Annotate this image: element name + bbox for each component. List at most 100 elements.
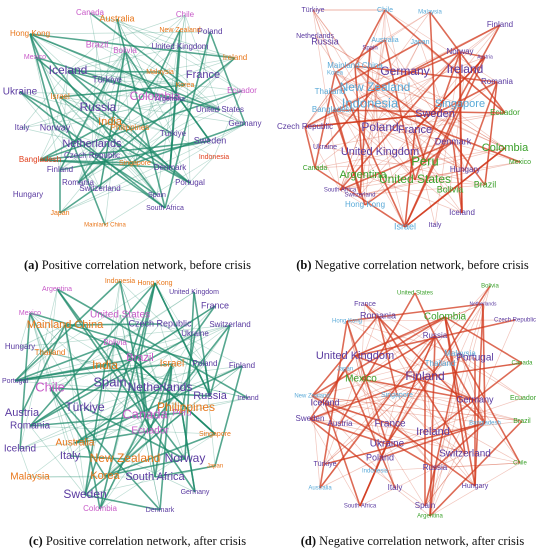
network-edge	[424, 376, 434, 433]
network-edge	[346, 315, 379, 322]
network-edge	[309, 418, 521, 464]
node-label: Portugal	[2, 378, 29, 385]
edges-d	[309, 285, 524, 517]
node-label: Mainland China	[327, 61, 383, 70]
node-label: Netherlands	[62, 138, 122, 150]
network-edge	[452, 141, 463, 214]
network-edge	[116, 18, 243, 92]
node-label: Bangladesh	[19, 155, 61, 164]
network-edge	[304, 91, 331, 128]
network-edge	[360, 335, 436, 380]
node-label: Brazil	[513, 418, 531, 425]
network-edge	[109, 280, 121, 384]
node-label: Germany	[229, 119, 262, 128]
network-edge	[29, 33, 56, 129]
caption-d: (d) Negative correlation network, after …	[275, 534, 550, 549]
network-edge	[67, 70, 243, 92]
network-edge	[154, 282, 211, 397]
node-label: United States	[90, 310, 150, 321]
network-edge	[309, 418, 376, 472]
network-edge	[312, 9, 381, 129]
network-edge	[129, 98, 171, 129]
network-edge	[429, 462, 521, 517]
node-label: Argentina	[42, 286, 72, 293]
network-edge	[482, 303, 486, 424]
network-edge	[459, 353, 486, 424]
network-edge	[424, 147, 506, 163]
network-edge	[334, 72, 506, 149]
network-panel-b: Türkiye Chile Malaysia Finland Netherlands Ru…	[275, 0, 550, 276]
network-edge	[124, 50, 156, 98]
network-edge	[309, 418, 434, 433]
node-label: Italy	[429, 222, 442, 229]
network-edge	[19, 324, 231, 348]
network-edge	[39, 121, 111, 161]
network-edge	[444, 316, 476, 487]
node-labels-c: Indonesia Hong Kong Argentina United Kingdo…	[2, 278, 259, 514]
node-label: Russia	[423, 331, 448, 340]
network-edge	[404, 103, 461, 228]
node-label: Türkiye	[92, 74, 122, 84]
node-label: Hungary	[13, 190, 43, 199]
network-edge	[29, 312, 151, 432]
node-label: Hong Kong	[332, 319, 362, 325]
node-label: Czech Republic	[64, 151, 120, 160]
node-label: Mexico	[509, 159, 531, 166]
network-edge	[59, 84, 186, 98]
network-edge	[89, 12, 186, 86]
network-edge	[424, 362, 523, 378]
network-edge	[324, 41, 336, 74]
node-label: Ukraine	[181, 329, 209, 338]
node-label: Singapore	[381, 392, 413, 399]
network-edge	[14, 363, 173, 382]
caption-text-a: Positive correlation network, before cri…	[41, 258, 252, 272]
caption-letter-a: (a)	[23, 258, 39, 272]
network-edge	[64, 324, 101, 510]
network-edge	[14, 342, 116, 382]
network-edge	[96, 44, 221, 111]
network-edge	[49, 387, 106, 477]
network-edge	[369, 47, 506, 149]
node-label: Thailand	[35, 348, 66, 357]
network-edge	[334, 72, 454, 143]
node-label: Türkiye	[302, 7, 325, 14]
node-label: United States	[196, 105, 244, 114]
network-edge	[29, 312, 51, 354]
network-edge	[29, 33, 246, 125]
network-panel-d: Bolivia United States Netherlands France Rom…	[275, 276, 550, 552]
node-label: France	[354, 301, 376, 308]
node-label: Poland	[198, 27, 223, 36]
network-edge	[84, 494, 161, 511]
network-edge	[364, 161, 426, 206]
network-edge	[119, 280, 206, 365]
network-edge	[311, 315, 379, 397]
network-edge	[386, 443, 426, 507]
node-label: Malaysia	[418, 10, 442, 16]
node-label: India	[98, 116, 123, 128]
node-label: Colombia	[83, 504, 117, 513]
node-label: Hong Kong	[10, 29, 50, 38]
network-edge	[379, 127, 466, 171]
network-edge	[84, 407, 186, 460]
node-label: Norway	[165, 451, 206, 465]
node-label: Switzerland	[439, 449, 491, 460]
network-edge	[194, 305, 216, 335]
network-edge	[69, 414, 146, 457]
network-graph-d: Bolivia United States Netherlands France Rom…	[294, 284, 536, 520]
network-edge	[84, 282, 156, 496]
network-edge	[67, 70, 161, 73]
network-edge	[379, 51, 461, 129]
network-edge	[181, 333, 196, 414]
network-edge	[56, 288, 186, 460]
network-edge	[324, 394, 398, 404]
network-edge	[459, 353, 521, 464]
network-edge	[364, 9, 386, 206]
network-edge	[64, 324, 86, 496]
node-label: Japan	[207, 464, 223, 470]
network-edge	[384, 9, 506, 114]
node-label: Germany	[456, 394, 494, 404]
node-label: Italy	[60, 450, 81, 462]
network-edge	[339, 41, 421, 191]
network-edge	[459, 51, 486, 58]
